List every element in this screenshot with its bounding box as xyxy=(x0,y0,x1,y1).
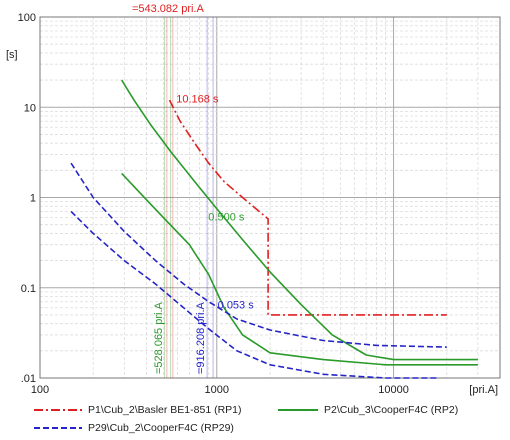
y-tick-label: 0.1 xyxy=(21,283,36,295)
grid xyxy=(39,16,501,379)
series-line-1 xyxy=(168,99,447,316)
series-line-3 xyxy=(70,162,447,348)
plot-frame xyxy=(39,16,501,379)
legend-label-rp29: P29\Cub_2\CooperF4C (RP29) xyxy=(88,422,234,434)
y-tick-label: .01 xyxy=(21,373,36,385)
legend-swatch-rp29 xyxy=(34,427,82,429)
tick-labels: 100 1000 10000 100 10 1 0.1 .01 xyxy=(18,12,409,396)
legend-swatch-rp2 xyxy=(278,409,318,411)
series-line-2 xyxy=(121,172,478,366)
legend: P1\Cub_2\Basler BE1-851 (RP1) P2\Cub_3\C… xyxy=(0,398,510,440)
data-label: 0.053 s xyxy=(218,300,255,312)
legend-label-rp2: P2\Cub_3\CooperF4C (RP2) xyxy=(324,404,459,416)
annotations: 10.168 s 0.500 s 0.053 s xyxy=(176,94,254,312)
data-label: 10.168 s xyxy=(176,94,219,106)
y-tick-label: 100 xyxy=(18,12,36,24)
x-tick-label: 1000 xyxy=(205,384,229,396)
x-axis-label: [pri.A] xyxy=(469,384,498,396)
marker-label: =543.082 pri.A xyxy=(132,3,205,15)
y-axis-label: [s] xyxy=(6,49,18,61)
x-tick-label: 10000 xyxy=(378,384,409,396)
data-label: 0.500 s xyxy=(208,212,245,224)
y-tick-label: 10 xyxy=(24,102,36,114)
tcc-chart: =543.082 pri.A =528.065 pri.A =916.208 pri… xyxy=(6,3,501,396)
series-lines xyxy=(70,79,478,379)
legend-item-rp2: P2\Cub_3\CooperF4C (RP2) xyxy=(278,404,458,416)
legend-label-rp1: P1\Cub_2\Basler BE1-851 (RP1) xyxy=(88,404,242,416)
y-tick-label: 1 xyxy=(30,193,36,205)
marker-label: =916.208 pri.A xyxy=(195,301,207,374)
series-line-2 xyxy=(121,79,478,361)
marker-label: =528.065 pri.A xyxy=(153,301,165,374)
legend-item-rp29: P29\Cub_2\CooperF4C (RP29) xyxy=(34,422,234,434)
legend-item-rp1: P1\Cub_2\Basler BE1-851 (RP1) xyxy=(34,404,242,416)
x-tick-label: 100 xyxy=(31,384,49,396)
legend-swatch-rp1 xyxy=(34,409,82,411)
series-line-3 xyxy=(70,210,439,379)
